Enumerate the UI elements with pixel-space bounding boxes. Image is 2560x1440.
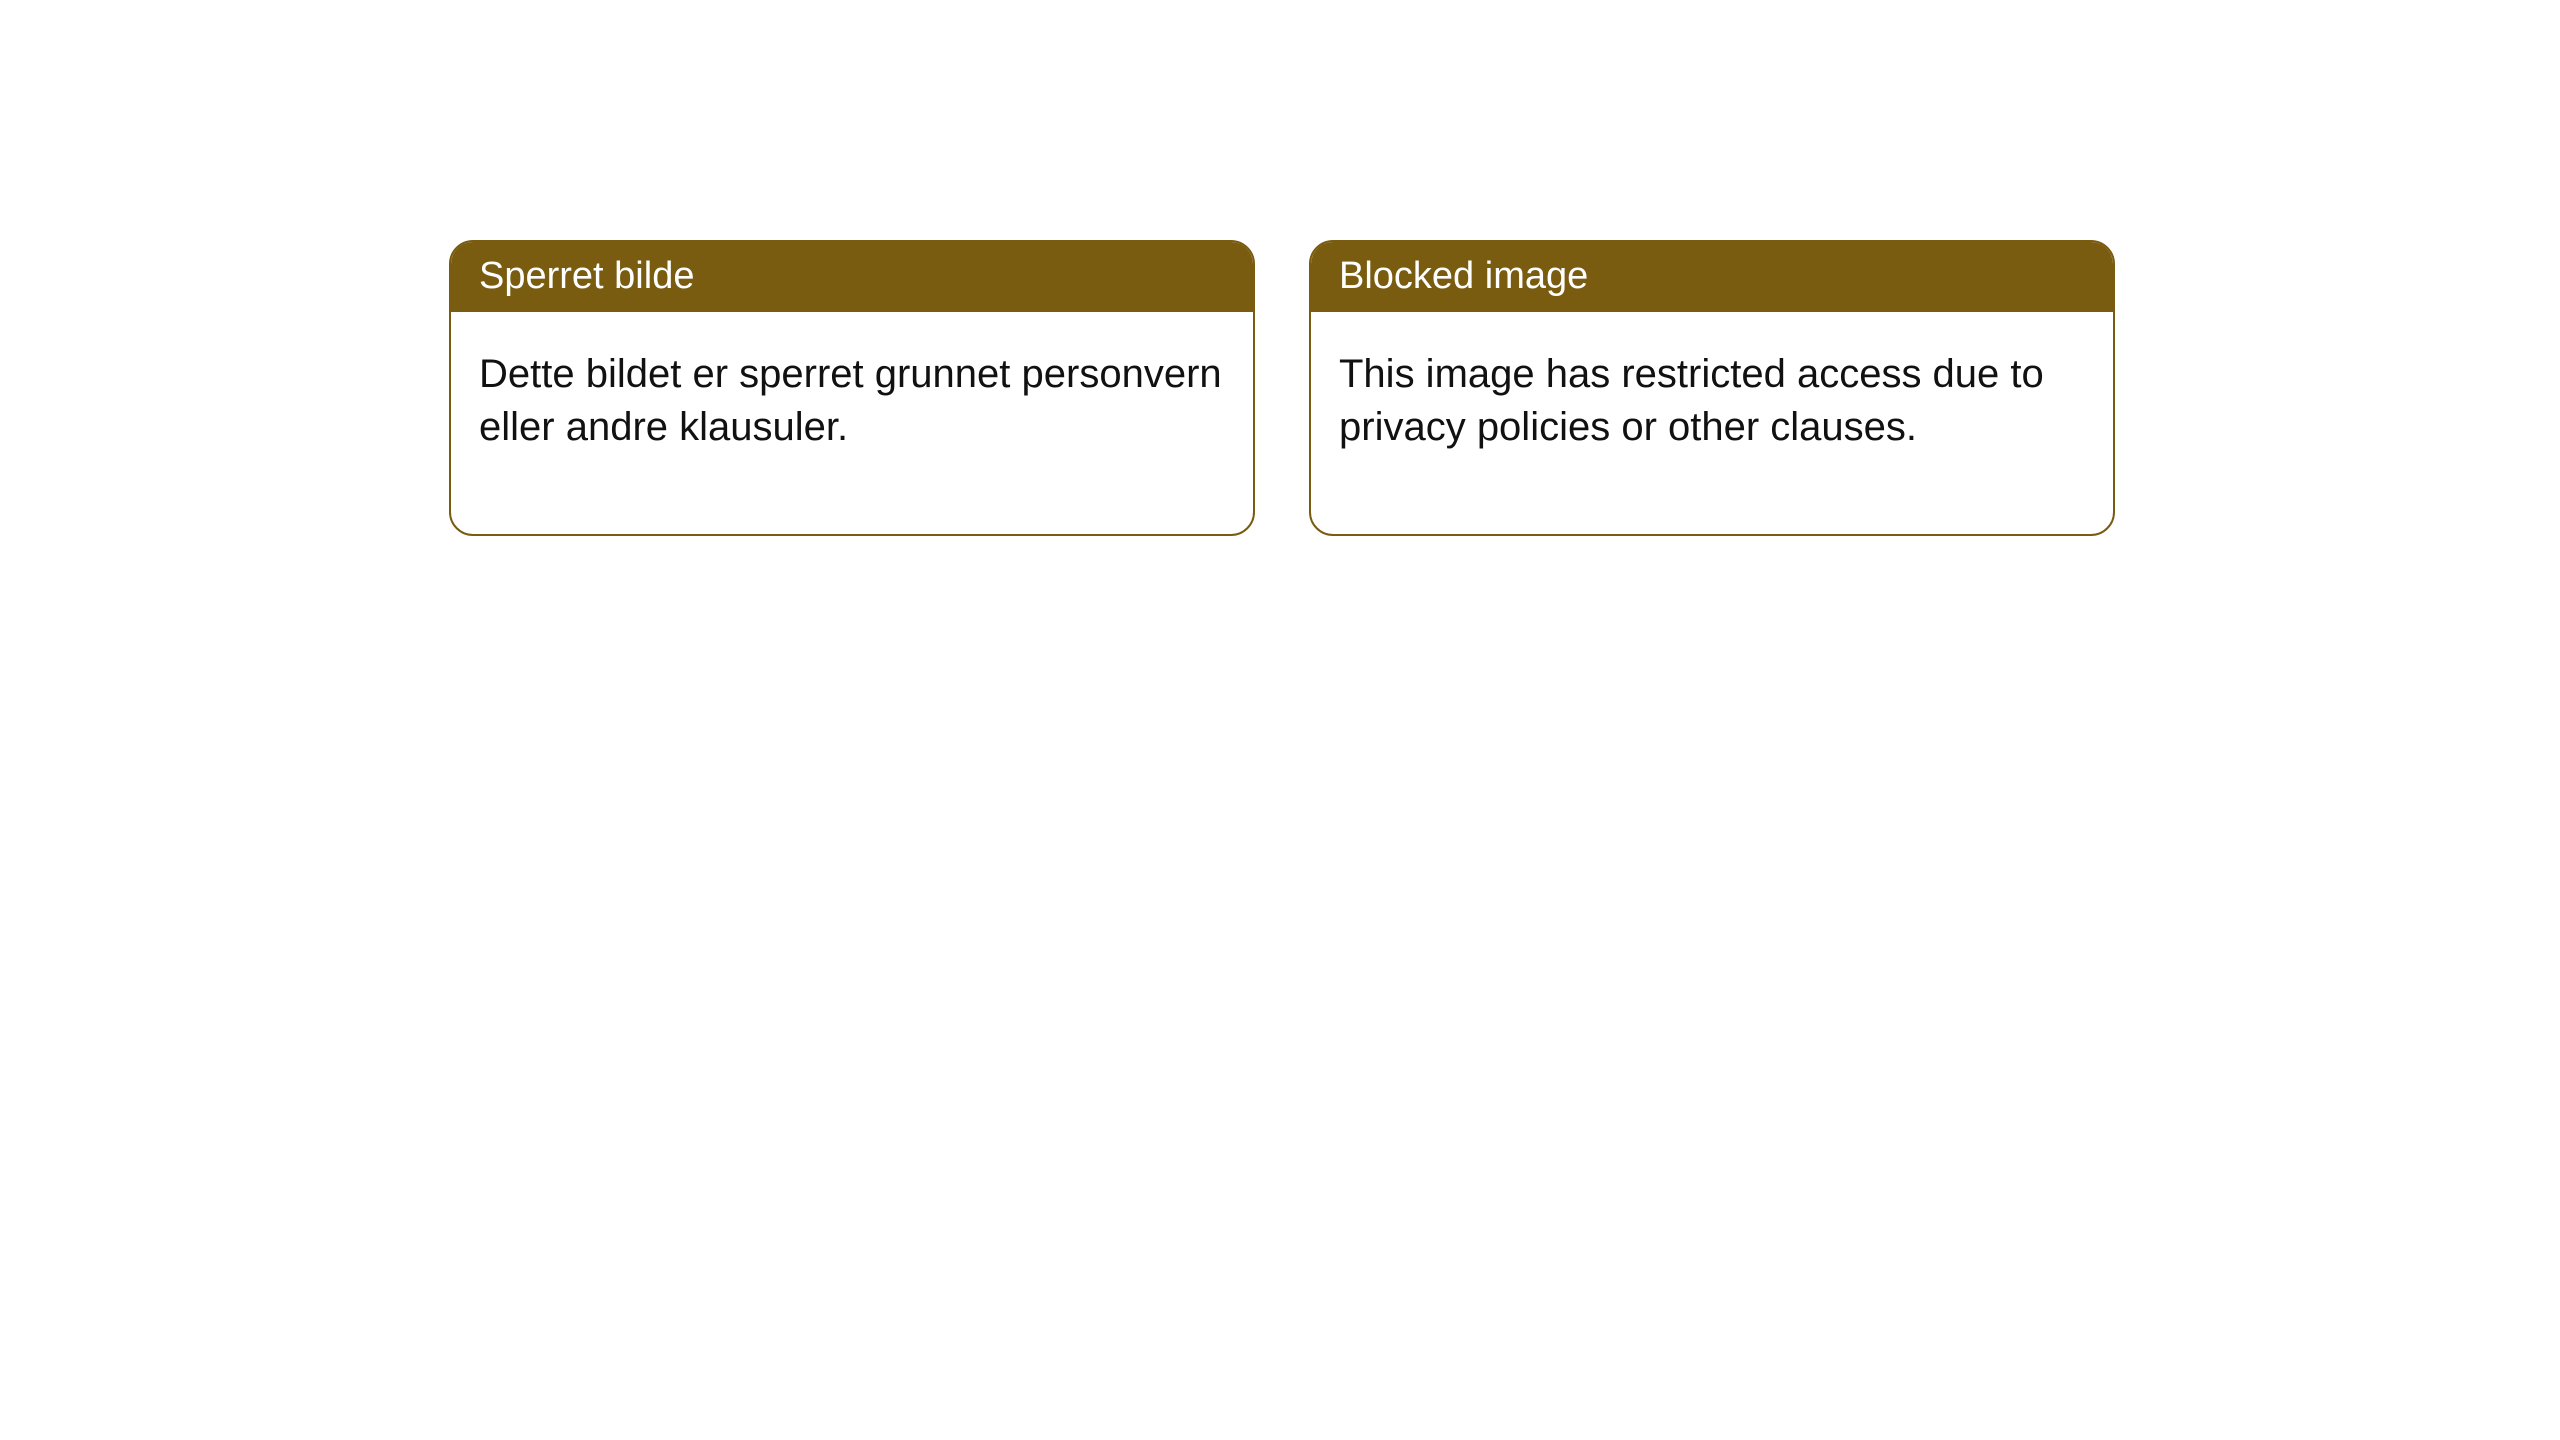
notice-body-text: Dette bildet er sperret grunnet personve… <box>479 352 1222 449</box>
notice-card-header: Blocked image <box>1311 242 2113 312</box>
notice-card-english: Blocked image This image has restricted … <box>1309 240 2115 536</box>
notice-card-body: Dette bildet er sperret grunnet personve… <box>451 312 1253 534</box>
notice-container: Sperret bilde Dette bildet er sperret gr… <box>449 240 2115 536</box>
notice-card-header: Sperret bilde <box>451 242 1253 312</box>
notice-card-norwegian: Sperret bilde Dette bildet er sperret gr… <box>449 240 1255 536</box>
notice-title: Sperret bilde <box>479 255 694 297</box>
notice-body-text: This image has restricted access due to … <box>1339 352 2044 449</box>
notice-card-body: This image has restricted access due to … <box>1311 312 2113 534</box>
notice-title: Blocked image <box>1339 255 1588 297</box>
